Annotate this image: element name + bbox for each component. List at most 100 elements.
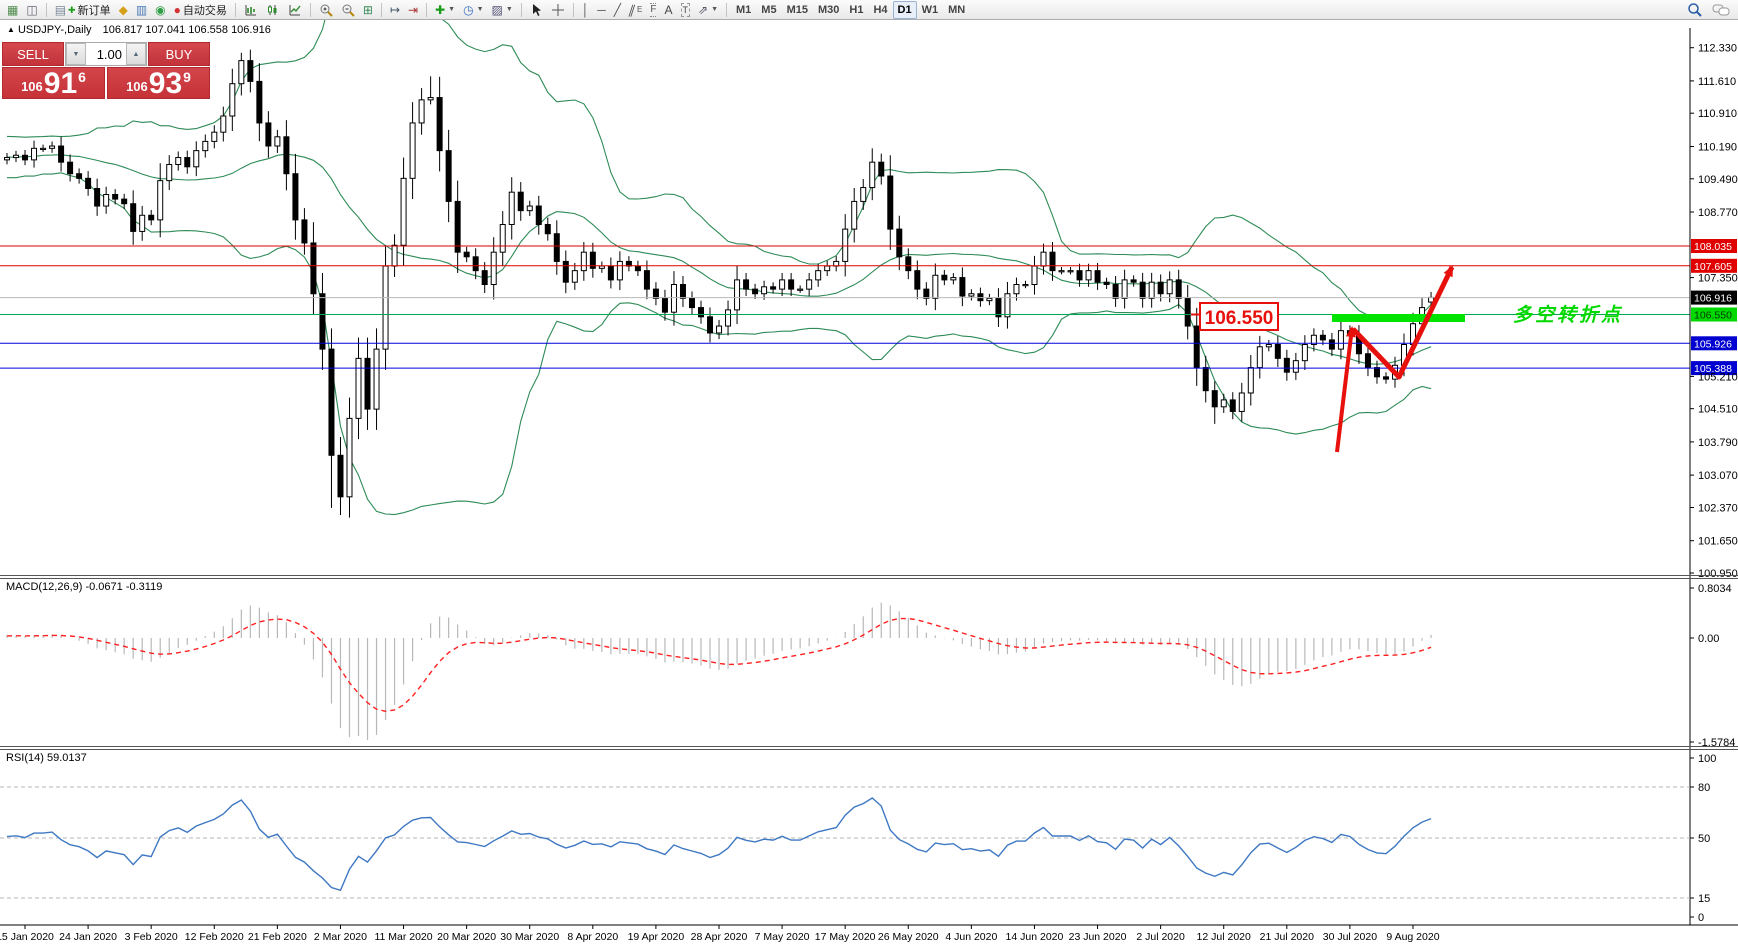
svg-text:111.610: 111.610 [1698,76,1736,88]
autotrading-icon: ● [173,2,181,17]
svg-text:108.770: 108.770 [1698,207,1738,219]
label-tool-button[interactable]: T [677,0,695,19]
channel-e-label: E [637,5,643,14]
candlestick-mode-button[interactable] [262,0,284,19]
tf-h4[interactable]: H4 [868,1,892,19]
tf-m15[interactable]: M15 [782,1,813,19]
zoom-out-button[interactable] [337,0,359,19]
svg-text:30 Jul 2020: 30 Jul 2020 [1323,931,1377,943]
chart-window[interactable]: ▲ USDJPY-,Daily 106.817 107.041 106.558 … [0,20,1738,945]
svg-text:7 May 2020: 7 May 2020 [755,931,810,943]
price-flag: 106.550 [1191,302,1279,331]
svg-text:20 Mar 2020: 20 Mar 2020 [437,931,496,943]
svg-text:12 Jul 2020: 12 Jul 2020 [1197,931,1251,943]
chevron-down-icon: ▼ [476,6,484,13]
price-badge [1691,307,1737,322]
buy-button[interactable]: BUY [148,42,210,66]
chart-shift-button[interactable]: ⇥ [404,0,422,19]
cursor-tool-button[interactable] [526,0,547,19]
toolbar-separator [520,2,522,17]
autotrading-label: 自动交易 [182,4,227,17]
svg-text:15: 15 [1698,893,1710,905]
market-watch-button[interactable]: ◆ [115,0,132,19]
templates-button[interactable]: ▨ ▼ [488,0,517,19]
price-axis: 112.330 111.610 110.910 110.190 109.490 108.7… [1689,28,1738,925]
cursor-icon [532,3,541,16]
tile-windows-icon: ⊞ [362,2,373,17]
buy-price-big: 93 [148,67,183,100]
new-order-button[interactable]: ▤ ✚ 新订单 [51,0,115,19]
svg-text:30 Mar 2020: 30 Mar 2020 [500,931,559,943]
buy-price-pip: 9 [183,69,191,85]
profiles-button[interactable]: ◫ [22,0,41,19]
svg-text:80: 80 [1698,782,1710,794]
triangle-up-icon: ▲ [132,50,140,58]
bar-chart-mode-button[interactable] [240,0,262,19]
tf-mn[interactable]: MN [943,1,970,19]
tf-w1[interactable]: W1 [917,1,944,19]
svg-text:2 Mar 2020: 2 Mar 2020 [314,931,367,943]
text-tool-button[interactable]: A [660,0,676,19]
crosshair-tool-button[interactable] [547,0,569,19]
svg-text:112.330: 112.330 [1698,43,1737,55]
line-chart-mode-button[interactable] [284,0,306,19]
plus-icon: ✚ [68,4,76,15]
volume-input[interactable] [86,43,126,65]
channel-tool-button[interactable]: ∥ E [625,0,646,19]
sell-price-pip: 6 [78,69,86,85]
signal-icon: ◉ [155,2,166,17]
new-order-icon: ▤ [54,2,67,17]
tf-d1-label: D1 [897,3,912,16]
chat-icon[interactable] [1712,3,1730,17]
collapse-triangle-icon[interactable]: ▲ [7,25,15,34]
svg-text:105.210: 105.210 [1698,371,1738,383]
tf-d1[interactable]: D1 [892,0,917,19]
alerts-button[interactable]: ◉ [151,0,169,19]
profiles-icon: ◫ [26,2,38,17]
shapes-tool-button[interactable]: ⇗ ▼ [694,0,722,19]
data-window-button[interactable]: ▥ [132,0,151,19]
zoom-in-button[interactable] [315,0,337,19]
chart-canvas[interactable]: 108.035 107.605 106.916 106.550 105.926 105.3… [0,20,1738,945]
volume-decrease-button[interactable]: ▼ [66,43,86,65]
line-chart-icon [289,4,301,15]
svg-text:19 Apr 2020: 19 Apr 2020 [628,931,685,943]
indicators-button[interactable]: ✚ ▼ [431,0,459,19]
tf-m5[interactable]: M5 [756,1,781,19]
clock-icon: ◷ [463,2,474,17]
triangle-down-icon: ▼ [72,50,80,58]
chart-symbol-label: USDJPY-,Daily [17,24,92,36]
tf-h1[interactable]: H1 [844,1,868,19]
vertical-line-tool-button[interactable]: │ [578,0,594,19]
one-click-trading-panel: SELL ▼ ▲ BUY 106 91 6 106 93 9 [2,42,210,99]
autotrading-button[interactable]: ● 自动交易 [170,0,231,19]
fibonacci-tool-button[interactable]: F [646,0,660,19]
sell-button[interactable]: SELL [2,42,64,66]
auto-scroll-button[interactable]: ↦ [386,0,404,19]
sell-quote[interactable]: 106 91 6 [2,67,105,99]
tf-m15-label: M15 [786,3,808,16]
tf-m30[interactable]: M30 [813,1,844,19]
new-chart-button[interactable]: ▦ [3,0,22,19]
chart-ohlc-values: 106.817 107.041 106.558 106.916 [102,24,271,36]
tf-m1[interactable]: M1 [731,1,756,19]
trendline-tool-button[interactable]: ╱ [610,0,625,19]
svg-text:0: 0 [1698,912,1704,924]
svg-text:105.926: 105.926 [1694,338,1732,350]
svg-text:21 Jul 2020: 21 Jul 2020 [1260,931,1314,943]
svg-text:105.388: 105.388 [1694,363,1732,375]
tf-m1-label: M1 [736,3,752,16]
horizontal-line-icon: ─ [597,2,606,17]
search-icon[interactable] [1687,2,1702,17]
buy-quote[interactable]: 106 93 9 [107,67,210,99]
tf-h4-label: H4 [873,3,888,16]
bar-chart-icon [245,4,256,15]
horizontal-line-tool-button[interactable]: ─ [593,0,610,19]
periods-button[interactable]: ◷ ▼ [459,0,487,19]
zoom-in-icon [320,4,333,17]
tile-windows-button[interactable]: ⊞ [359,0,377,19]
volume-increase-button[interactable]: ▲ [126,43,146,65]
macd-axis: 0.8034 0.00 -1.5784 [1690,583,1735,749]
toolbar-separator [234,2,236,17]
chevron-down-icon: ▼ [448,6,456,13]
